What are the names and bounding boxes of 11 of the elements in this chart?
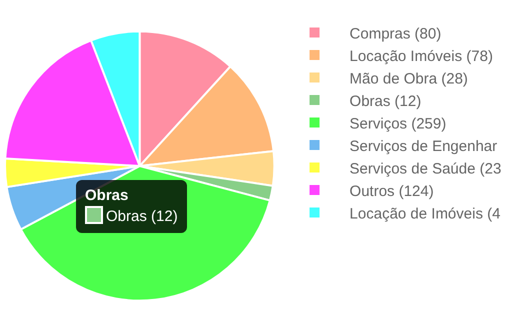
legend-label: Serviços de Saúde (23: [350, 160, 502, 178]
legend-label: Locação Imóveis (78): [350, 48, 493, 65]
legend-label: Outros (124): [350, 182, 434, 200]
legend-label: Locação de Imóveis (4: [350, 205, 500, 222]
text: Obras: [85, 186, 130, 206]
legend-label: Obras (12): [350, 92, 422, 110]
legend-label: Compras (80): [350, 25, 442, 42]
legend-label: Mão de Obra (28): [350, 70, 468, 88]
legend-label: Serviços de Engenhar: [350, 138, 498, 155]
text: Obras (12): [106, 208, 178, 225]
legend-label: Serviços (259): [350, 115, 446, 132]
